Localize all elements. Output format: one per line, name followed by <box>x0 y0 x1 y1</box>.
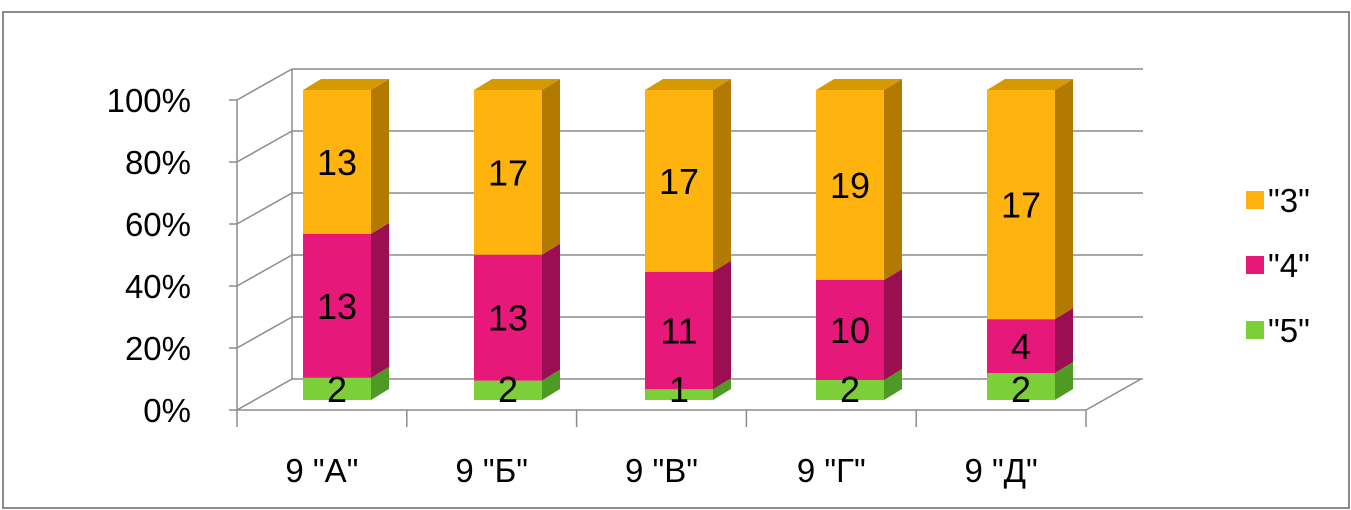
y-tick-label: 80% <box>125 144 191 181</box>
bar-segment-side <box>884 369 902 400</box>
legend-label: "5" <box>1268 312 1310 349</box>
data-label: 17 <box>488 152 528 193</box>
floor-edge-right <box>1085 378 1142 411</box>
data-label: 17 <box>1001 185 1041 226</box>
bar-segment-side <box>371 222 389 378</box>
legend-label: "4" <box>1268 247 1310 284</box>
data-label: 4 <box>1011 326 1031 367</box>
bar-segment-side <box>371 366 389 400</box>
y-tick-label: 20% <box>125 330 191 367</box>
bar-segment-side <box>713 378 731 400</box>
bar-segment <box>816 90 884 280</box>
data-label: 10 <box>830 310 870 351</box>
gridline-side <box>236 130 293 163</box>
bar-segment <box>987 90 1055 320</box>
bar-segment <box>303 377 371 400</box>
axes <box>229 69 1142 427</box>
bar-top <box>987 79 1073 90</box>
bar-segment-side <box>713 79 731 272</box>
bar-segment <box>474 254 542 381</box>
bar-segment <box>645 90 713 272</box>
bar-segment <box>987 373 1055 400</box>
bar-segment <box>303 90 371 234</box>
data-label: 2 <box>327 369 347 410</box>
bar-segment-side <box>371 79 389 234</box>
data-label: 1 <box>669 369 689 410</box>
bars <box>303 79 1073 400</box>
data-label: 17 <box>659 161 699 202</box>
gridline-side <box>236 378 293 411</box>
bar-segment <box>645 271 713 390</box>
gridline-side <box>236 316 293 349</box>
y-tick-label: 100% <box>107 82 191 119</box>
data-label: 2 <box>498 369 518 410</box>
y-tick-label: 40% <box>125 268 191 305</box>
x-tick-label: 9 "А" <box>285 452 358 489</box>
bar-segment <box>987 319 1055 374</box>
x-tick-label: 9 "Д" <box>964 452 1037 489</box>
x-tick-labels: 9 "А" 9 "Б" 9 "В" 9 "Г" 9 "Д" <box>285 452 1037 489</box>
bar-segment-side <box>542 79 560 255</box>
gridline-side <box>236 254 293 287</box>
bar-top <box>645 79 731 90</box>
bar-segment-side <box>884 269 902 380</box>
gridline-side <box>236 68 293 101</box>
legend-swatch <box>1246 256 1264 274</box>
bar-segment-side <box>542 369 560 400</box>
bar-top <box>816 79 902 90</box>
y-tick-labels: 0% 20% 40% 60% 80% 100% <box>107 82 191 429</box>
data-label: 11 <box>660 311 697 352</box>
bar-segment <box>816 380 884 400</box>
bar-segment <box>303 233 371 378</box>
bar-segment-side <box>1055 79 1073 320</box>
gridline-side <box>236 192 293 225</box>
data-label: 13 <box>317 286 357 327</box>
data-label: 13 <box>317 142 357 183</box>
bar-top <box>474 79 560 90</box>
bar-segment-side <box>542 243 560 381</box>
bar-segment <box>645 389 713 400</box>
x-tick-label: 9 "Г" <box>797 452 866 489</box>
bar-segment-side <box>1055 362 1073 400</box>
bar-segment-side <box>884 79 902 280</box>
legend-swatch <box>1246 191 1264 209</box>
data-label: 2 <box>1011 369 1031 410</box>
bar-segment <box>816 280 884 380</box>
x-tick-label: 9 "В" <box>625 452 698 489</box>
x-tick-label: 9 "Б" <box>455 452 528 489</box>
y-tick-label: 60% <box>125 206 191 243</box>
bar-segment-side <box>713 260 731 390</box>
legend-swatch <box>1246 321 1264 339</box>
bar-segment <box>474 90 542 255</box>
legend: "3" "4" "5" <box>1246 182 1310 349</box>
y-tick-label: 0% <box>143 392 191 429</box>
data-label: 2 <box>840 369 860 410</box>
legend-label: "3" <box>1268 182 1310 219</box>
data-label: 13 <box>488 298 528 339</box>
data-label: 19 <box>830 165 870 206</box>
bar-segment-side <box>1055 308 1073 374</box>
bar-segment <box>474 380 542 400</box>
bar-top <box>303 79 389 90</box>
